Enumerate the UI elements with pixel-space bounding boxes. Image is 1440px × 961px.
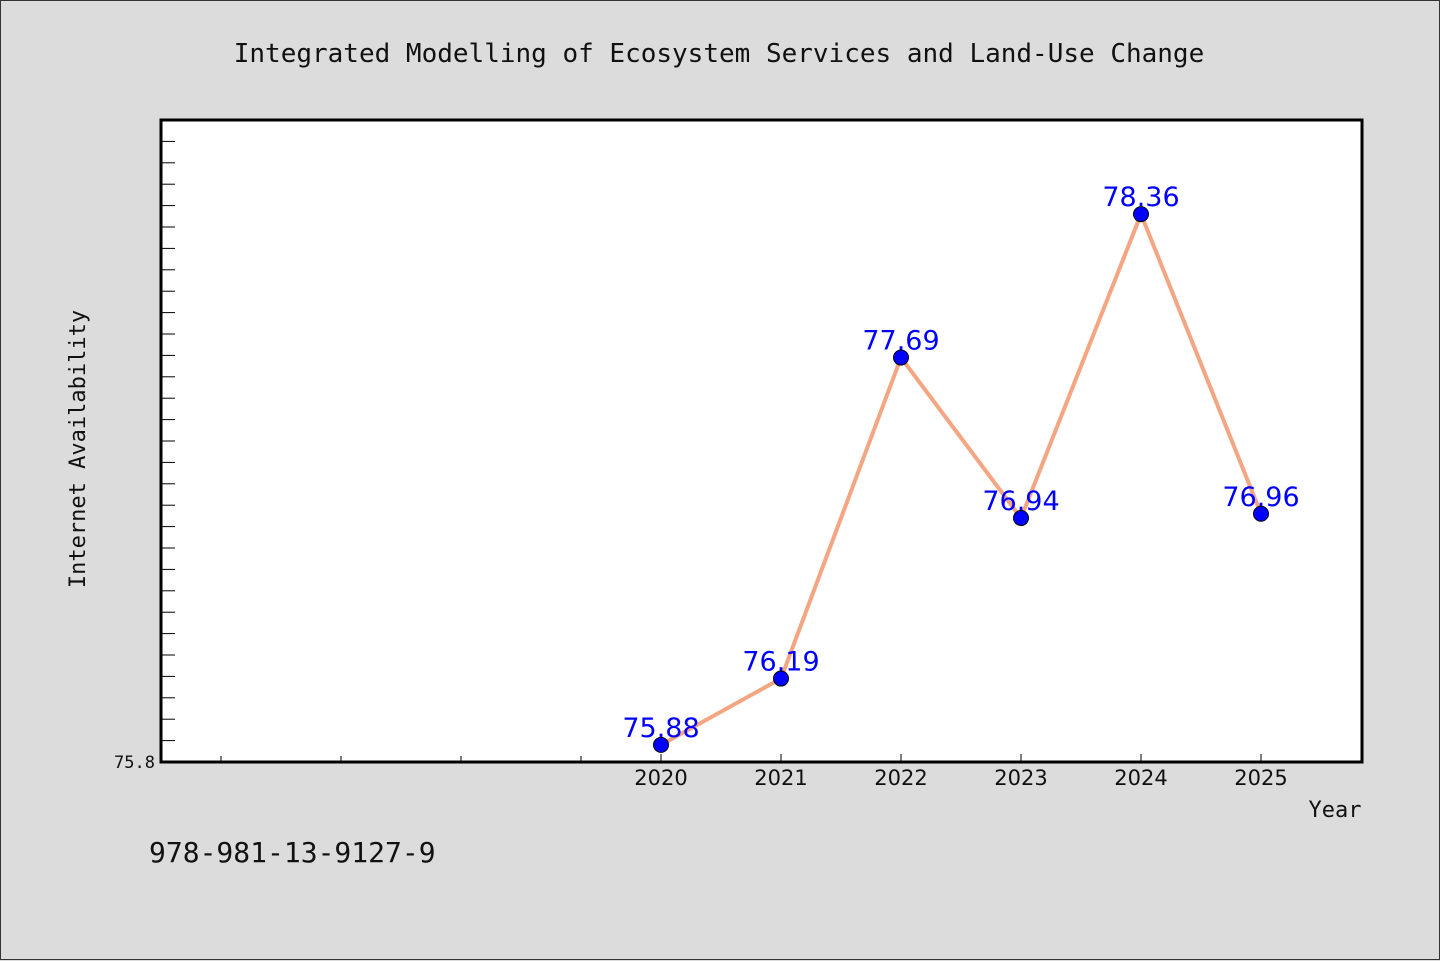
data-point	[1133, 206, 1149, 223]
data-label: 75.88	[622, 713, 699, 744]
data-label: 76.19	[742, 647, 819, 678]
footer-identifier: 978-981-13-9127-9	[149, 836, 436, 869]
y-tick-label: 75.8	[114, 753, 155, 773]
chart-title: Integrated Modelling of Ecosystem Servic…	[234, 39, 1205, 69]
x-tick-label: 2025	[1234, 766, 1287, 790]
data-point	[893, 349, 909, 366]
x-tick-label: 2020	[634, 766, 687, 790]
data-point	[1013, 510, 1029, 527]
y-axis-label: Internet Availability	[66, 310, 91, 588]
x-axis-ticks: 2020 2021 2022 2023 2024 2025	[220, 754, 1288, 790]
x-tick-label: 2023	[994, 766, 1047, 790]
data-label: 76.96	[1222, 482, 1299, 513]
data-label: 76.94	[982, 486, 1059, 517]
series-line	[660, 212, 1263, 747]
data-point	[773, 670, 789, 687]
plot-area	[159, 118, 1364, 764]
data-point	[1253, 505, 1269, 522]
x-tick-label: 2022	[874, 766, 927, 790]
data-label: 77.69	[862, 326, 939, 357]
x-tick-label: 2024	[1114, 766, 1167, 790]
y-axis-ticks: 75.8	[114, 140, 175, 773]
data-label: 78.36	[1102, 182, 1179, 213]
data-point	[653, 736, 669, 753]
x-axis-label: Year	[1309, 798, 1362, 823]
series-layer: 75.88 76.19 77.69 76.94 78.36 76.96	[622, 182, 1300, 753]
x-tick-label: 2021	[754, 766, 807, 790]
